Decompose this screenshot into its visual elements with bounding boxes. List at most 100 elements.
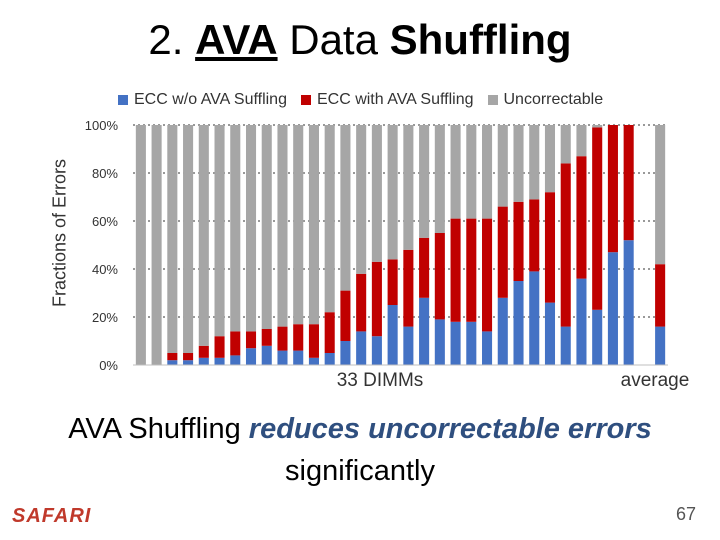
bar-segment	[198, 125, 209, 346]
bar-segment	[576, 156, 587, 279]
bar-segment	[592, 309, 603, 365]
bar-segment	[497, 297, 508, 365]
bar-segment	[419, 125, 430, 238]
bar-segment	[623, 125, 634, 241]
bar-segment	[167, 360, 178, 365]
bar-segment	[419, 237, 430, 298]
legend-swatch-blue	[118, 95, 128, 105]
bar-segment	[183, 353, 194, 361]
bar-segment	[277, 326, 288, 351]
bar-segment	[466, 321, 477, 365]
y-tick-label: 40%	[92, 262, 118, 277]
bar-segment	[544, 302, 556, 365]
bar-segment	[340, 125, 351, 291]
bar-segment	[198, 345, 209, 358]
bar-segment	[308, 357, 319, 365]
bar-segment	[482, 218, 493, 332]
y-tick-label: 80%	[92, 166, 118, 181]
bar-segment	[560, 125, 571, 164]
y-tick-label: 60%	[92, 214, 118, 229]
bar-segment	[183, 125, 194, 353]
bar-segment	[245, 125, 257, 332]
bar-segment	[529, 199, 540, 272]
bar-segment	[403, 326, 414, 365]
safari-logo: SAFARI	[12, 505, 92, 527]
bar-segment	[245, 348, 257, 365]
bar-segment	[592, 125, 603, 128]
bar-segment	[371, 125, 382, 262]
y-tick-label: 0%	[99, 358, 118, 373]
bar-segment	[293, 324, 304, 351]
title-ava: AVA	[195, 16, 278, 63]
bar-segment	[482, 331, 493, 365]
bar-segment	[434, 233, 445, 320]
bar-segment	[529, 271, 540, 365]
bar-segment	[371, 336, 382, 365]
bar-segment	[324, 312, 335, 353]
bar-segment	[277, 125, 288, 327]
bar-segment	[230, 331, 241, 356]
bar-segment	[371, 261, 382, 337]
y-tick-label: 100%	[85, 118, 119, 133]
legend-item-ecc-without-ava: ECC w/o AVA Suffling	[118, 91, 287, 109]
bar-segment	[544, 125, 556, 193]
bar-segment	[592, 127, 603, 310]
bar-segment	[434, 319, 445, 365]
slide-title: 2. AVA Data Shuffling	[0, 12, 720, 68]
bar-segment	[655, 264, 666, 327]
bar-segment	[387, 259, 398, 305]
page-number: 67	[675, 504, 696, 524]
legend-label: ECC with AVA Suffling	[316, 91, 474, 108]
bar-segment	[183, 360, 194, 365]
bar-segment	[340, 341, 351, 365]
bar-segment	[214, 357, 225, 365]
bar-segment	[560, 163, 571, 327]
legend-swatch-red	[300, 95, 311, 105]
bar-segment	[261, 345, 272, 365]
caption-line-2: significantly	[285, 455, 435, 487]
bar-segment	[607, 252, 618, 365]
bar-segment	[607, 125, 618, 253]
bar-segment	[356, 331, 367, 365]
bar-segment	[230, 355, 241, 365]
caption-line-1: AVA Shuffling reduces uncorrectable erro…	[0, 408, 720, 450]
bar-segment	[623, 240, 634, 365]
bar-segment	[544, 192, 556, 303]
bar-segment	[419, 297, 430, 365]
bar-segment	[529, 125, 540, 200]
title-number: 2.	[148, 16, 184, 63]
legend-swatch-gray	[487, 95, 498, 105]
bar-segment	[497, 125, 508, 207]
bar-segment	[214, 125, 225, 337]
bar-segment	[135, 125, 146, 365]
bar-segment	[513, 281, 524, 365]
x-axis-label: 33 DIMMs	[336, 370, 424, 391]
bar-segment	[293, 350, 304, 365]
legend-label: ECC w/o AVA Suffling	[134, 91, 287, 108]
bar-segment	[214, 336, 225, 358]
bar-segment	[324, 125, 335, 313]
caption-emphasis: reduces uncorrectable errors	[248, 413, 652, 445]
bar-segment	[230, 125, 241, 332]
y-tick-label: 20%	[92, 310, 118, 325]
bar-segment	[655, 125, 666, 265]
caption-plain: AVA Shuffling	[68, 413, 249, 445]
bar-segment	[387, 125, 398, 260]
bar-segment	[403, 125, 414, 250]
bar-segment	[356, 273, 367, 332]
bar-segment	[497, 206, 508, 298]
bar-segment	[450, 125, 461, 219]
bar-segment	[261, 125, 272, 329]
bar-segment	[450, 218, 461, 322]
bar-segment	[308, 324, 319, 358]
title-data: Data	[289, 16, 378, 63]
bar-segment	[576, 125, 587, 157]
bar-segment	[167, 125, 178, 353]
bar-segment	[434, 125, 445, 233]
bar-segment	[340, 290, 351, 341]
bar-segment	[466, 125, 477, 219]
legend-label: Uncorrectable	[503, 91, 604, 108]
bar-segment	[198, 357, 209, 365]
chart-legend: ECC w/o AVA Suffling ECC with AVA Suffli…	[118, 90, 617, 110]
